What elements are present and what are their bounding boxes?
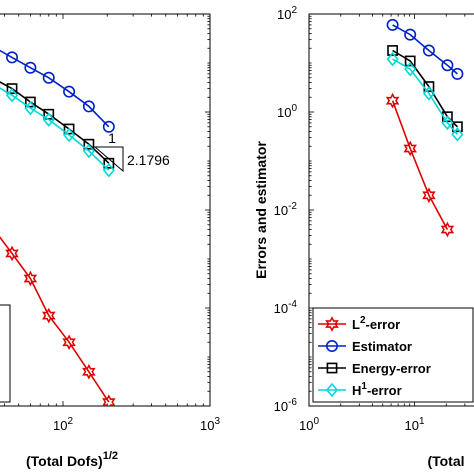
data-point [41,307,56,324]
data-point [404,61,417,77]
data-point [6,51,19,64]
slope-triangle: 1 2.1796 [93,130,170,173]
plot-area [385,18,464,238]
data-point [24,100,37,116]
data-point [102,394,116,406]
data-point [451,67,464,80]
x-axis-label: (Total [427,453,464,469]
slope-rise-label: 2.1796 [127,152,170,168]
slope-triangle-shape [93,146,124,173]
series-h1-error [0,87,115,178]
data-point [102,162,115,178]
legend-marker [325,339,338,352]
y-tick-label: 10-4 [274,299,298,316]
data-point [24,61,37,74]
x-axis-label: (Total Dofs)1/2 [26,450,118,469]
legend-label: L2-error [352,315,400,332]
data-point [82,363,96,380]
series-line [392,24,458,75]
series-line [392,58,459,135]
data-point [422,187,436,204]
data-point [422,86,435,101]
series-l2-error [0,236,116,406]
x-tick-label: 102 [53,416,73,433]
legend-marker [326,362,338,374]
data-point [102,120,115,133]
data-point [6,83,18,95]
legend-marker [325,382,339,398]
legend-label: Energy-error [352,361,431,376]
series-estimator [386,18,464,80]
legend-label: Estimator [352,339,412,354]
data-point [24,96,36,108]
data-point [385,92,400,109]
data-point [42,112,55,127]
data-point [63,127,76,143]
series-l2-error [385,92,455,238]
legend-label: H1-error [352,381,402,398]
y-tick-label: 10-2 [274,201,298,218]
data-point [451,121,463,133]
data-point [82,100,95,113]
data-point [82,143,95,159]
chart-panel-2: 100 101 102 100 10-2 10-4 10-6 (Total Errors and… [253,5,474,469]
series-line [391,100,449,230]
plot-area [0,49,116,406]
data-point [5,245,19,262]
x-tick-label: 100 [299,416,319,433]
data-point [386,18,399,31]
data-point [63,85,76,98]
legend: L2-error Estimator Energy-error H1-error [312,307,474,403]
series-line [0,81,110,164]
series-estimator [0,49,115,133]
x-tick-label: 101 [404,416,424,433]
y-tick-label: 102 [277,5,297,22]
data-point [404,55,416,67]
chart-panel-1: 102 103 (Total Dofs)1/2 1 2.1796 [0,13,220,469]
data-point [440,221,455,238]
data-point [403,140,417,157]
data-point [42,71,55,84]
data-point [5,87,19,103]
data-point [441,59,454,72]
data-point [386,51,399,67]
data-point [451,127,464,142]
data-point [387,45,398,56]
axes-frame [308,13,474,407]
left-legend-edge [0,304,11,403]
legend-marker [325,316,339,332]
data-point [404,28,417,41]
data-point [62,334,76,351]
series-line [0,49,110,128]
data-point [83,138,95,150]
data-point [23,270,38,287]
y-tick-label: 100 [277,103,297,120]
series-energy-error [0,81,115,169]
series-h1-error [386,51,464,142]
y-tick-label: 10-6 [274,397,298,414]
y-axis-label: Errors and estimator [253,141,269,279]
slope-run-label: 1 [108,130,116,146]
data-point [422,44,435,57]
data-point [441,115,454,131]
x-tick-label: 103 [200,416,220,433]
data-point [63,123,75,135]
series-line [0,236,110,403]
